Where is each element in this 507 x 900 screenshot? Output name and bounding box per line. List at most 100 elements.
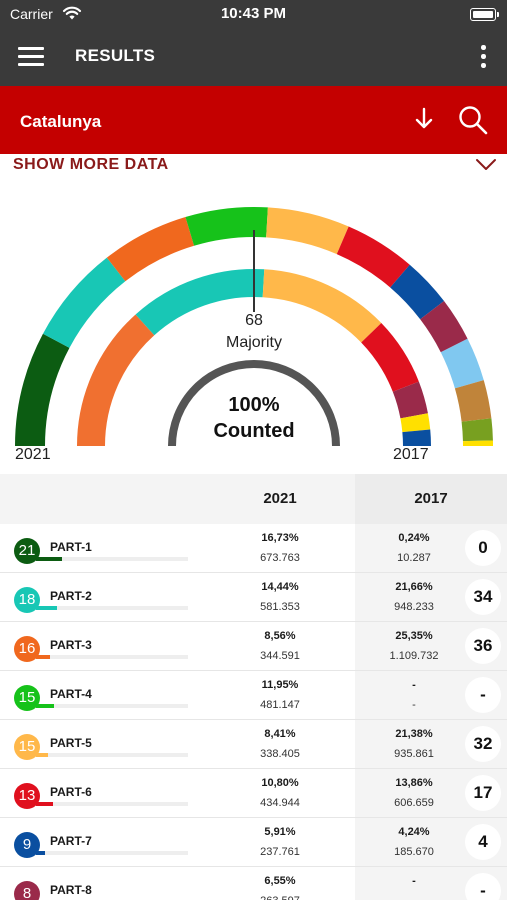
votes-2021: 481.147 [260,699,300,711]
table-row[interactable]: 8 PART-8 6,55% 263.597 - - - [0,867,507,900]
percent-2017: 0,24% [398,532,430,544]
seats-2021-badge: 18 [14,587,40,613]
votes-2021: 263.597 [206,895,354,900]
party-name: PART-1 [50,540,92,554]
year-2021-label: 2021 [15,446,51,463]
outer-segment-part-3 [106,217,195,282]
wifi-icon [62,6,82,20]
outer-segment-part-11 [461,418,493,442]
votes-2017: - [412,699,416,711]
vote-share-bar-fill [36,753,48,757]
vote-share-bar [36,802,188,806]
outer-segment-part-1 [15,333,70,447]
status-bar: Carrier 10:43 PM [0,0,507,30]
percent-2017: 21,66% [395,581,433,593]
inner-ring-2017 [77,269,431,447]
percent-2017: - [412,875,416,887]
vote-share-bar-fill [36,557,62,561]
table-row[interactable]: 18 PART-2 14,44% 581.353 21,66% 948.233 … [0,573,507,622]
party-name: PART-7 [50,834,92,848]
seats-2017: 36 [465,628,501,664]
arrow-down-icon[interactable] [412,106,436,132]
year-2017-label: 2017 [393,446,429,463]
inner-segment-part-5 [262,269,382,343]
show-more-data-toggle[interactable]: SHOW MORE DATA [0,154,507,180]
percent-2021: 10,80% [261,777,299,789]
party-name: PART-2 [50,589,92,603]
majority-label: Majority [225,334,282,351]
column-header-2017: 2017 [355,474,507,524]
table-row[interactable]: 9 PART-7 5,91% 237.761 4,24% 185.670 4 [0,818,507,867]
outer-ring-2021 [15,207,494,447]
table-row[interactable]: 21 PART-1 16,73% 673.763 0,24% 10.287 0 [0,524,507,573]
inner-segment-part-7 [402,429,431,447]
seats-2021-badge: 15 [14,734,40,760]
page-title: RESULTS [75,46,156,65]
percent-2021: 6,55% [264,875,296,887]
outer-segment-part-2 [42,257,126,349]
vote-share-bar [36,606,188,610]
party-name: PART-3 [50,638,92,652]
battery-icon [470,8,499,21]
percent-2021: 8,41% [264,728,296,740]
votes-2017: 10.287 [397,552,431,564]
votes-2017: 1.109.732 [389,650,439,662]
outer-segment-part-4 [185,207,268,246]
counted-arc [168,360,340,447]
column-header-2021: 2021 [263,490,297,507]
party-name: PART-5 [50,736,92,750]
percent-2021: 5,91% [264,826,296,838]
votes-2017: - [355,895,473,900]
vertical-dots-icon[interactable] [475,42,491,72]
table-row[interactable]: 15 PART-5 8,41% 338.405 21,38% 935.861 3… [0,720,507,769]
seats-2021-badge: 15 [14,685,40,711]
seats-2021-badge: 8 [14,881,40,900]
percent-2017: 21,38% [395,728,433,740]
majority-value: 68 [245,312,263,329]
hemicycle-chart: 2021 2017 68 Majority 100% Counted [0,180,507,472]
percent-2021: 16,73% [261,532,299,544]
vote-share-bar [36,655,188,659]
outer-segment-part-7 [389,264,445,320]
votes-2017: 185.670 [394,846,434,858]
seats-2021-badge: 21 [14,538,40,564]
seats-2017: 34 [465,579,501,615]
table-row[interactable]: 16 PART-3 8,56% 344.591 25,35% 1.109.732… [0,622,507,671]
table-header: 2021 2017 [0,474,507,524]
votes-2017: 606.659 [394,797,434,809]
region-name[interactable]: Catalunya [20,112,102,131]
chevron-down-icon[interactable] [475,156,497,174]
votes-2021: 434.944 [260,797,300,809]
table-rows: 21 PART-1 16,73% 673.763 0,24% 10.287 0 … [0,524,507,900]
vote-share-bar-fill [36,606,57,610]
table-row[interactable]: 15 PART-4 11,95% 481.147 - - - [0,671,507,720]
seats-2021-badge: 9 [14,832,40,858]
outer-segment-part-8 [419,301,468,353]
votes-2017: 935.861 [394,748,434,760]
percent-2017: 4,24% [398,826,430,838]
percent-2021: 8,56% [264,630,296,642]
carrier-label: Carrier [10,6,53,22]
show-more-label: SHOW MORE DATA [13,156,169,173]
seats-2017: 32 [465,726,501,762]
inner-segment-part-12 [400,413,431,433]
votes-2021: 344.591 [260,650,300,662]
percent-2021: 11,95% [261,679,299,691]
seats-2017: 0 [465,530,501,566]
seats-2017: 17 [465,775,501,811]
table-row[interactable]: 13 PART-6 10,80% 434.944 13,86% 606.659 … [0,769,507,818]
outer-segment-part-6 [336,226,410,288]
vote-share-bar-fill [36,704,54,708]
search-icon[interactable] [457,104,489,136]
votes-2021: 338.405 [260,748,300,760]
counted-percentage: 100% [228,394,280,416]
hamburger-menu-icon[interactable] [18,44,44,68]
vote-share-bar-fill [36,851,45,855]
vote-share-bar-fill [36,802,53,806]
vote-share-bar [36,704,188,708]
clock-time: 10:43 PM [220,5,287,22]
votes-2021: 581.353 [260,601,300,613]
outer-segment-part-9 [440,338,484,389]
inner-segment-part-2 [135,269,265,336]
percent-2017: 25,35% [395,630,433,642]
